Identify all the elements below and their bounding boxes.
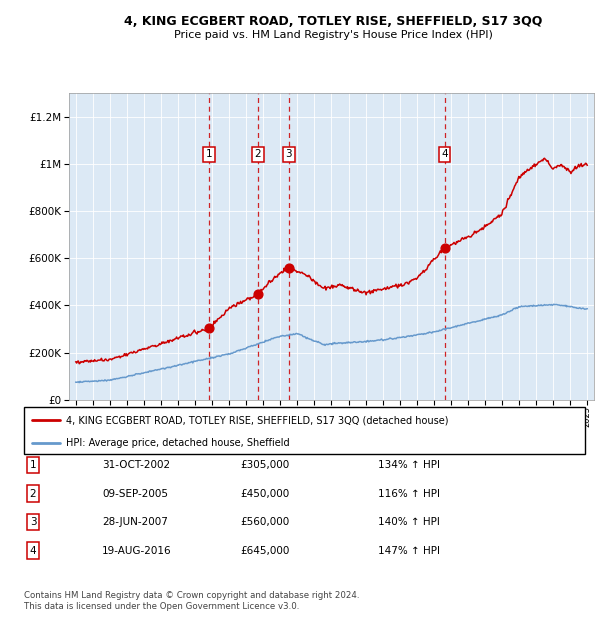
Point	[284, 263, 293, 273]
Text: 1: 1	[206, 149, 212, 159]
Text: 28-JUN-2007: 28-JUN-2007	[102, 517, 168, 527]
Text: £560,000: £560,000	[240, 517, 289, 527]
Text: HPI: Average price, detached house, Sheffield: HPI: Average price, detached house, Shef…	[66, 438, 290, 448]
Text: 4: 4	[29, 546, 37, 556]
Point	[205, 323, 214, 333]
Text: 09-SEP-2005: 09-SEP-2005	[102, 489, 168, 498]
Text: 4, KING ECGBERT ROAD, TOTLEY RISE, SHEFFIELD, S17 3QQ: 4, KING ECGBERT ROAD, TOTLEY RISE, SHEFF…	[124, 16, 542, 28]
Text: £305,000: £305,000	[240, 460, 289, 470]
Text: Price paid vs. HM Land Registry's House Price Index (HPI): Price paid vs. HM Land Registry's House …	[173, 30, 493, 40]
Text: 3: 3	[286, 149, 292, 159]
Text: 134% ↑ HPI: 134% ↑ HPI	[378, 460, 440, 470]
Point	[440, 242, 449, 252]
Text: £645,000: £645,000	[240, 546, 289, 556]
Text: 2: 2	[255, 149, 262, 159]
Text: 3: 3	[29, 517, 37, 527]
Text: Contains HM Land Registry data © Crown copyright and database right 2024.: Contains HM Land Registry data © Crown c…	[24, 591, 359, 600]
Text: 140% ↑ HPI: 140% ↑ HPI	[378, 517, 440, 527]
Text: 31-OCT-2002: 31-OCT-2002	[102, 460, 170, 470]
Text: 4, KING ECGBERT ROAD, TOTLEY RISE, SHEFFIELD, S17 3QQ (detached house): 4, KING ECGBERT ROAD, TOTLEY RISE, SHEFF…	[66, 415, 449, 425]
Point	[253, 289, 263, 299]
Text: 4: 4	[441, 149, 448, 159]
Text: 2: 2	[29, 489, 37, 498]
Text: £450,000: £450,000	[240, 489, 289, 498]
Text: 1: 1	[29, 460, 37, 470]
Text: This data is licensed under the Open Government Licence v3.0.: This data is licensed under the Open Gov…	[24, 602, 299, 611]
Text: 116% ↑ HPI: 116% ↑ HPI	[378, 489, 440, 498]
Text: 147% ↑ HPI: 147% ↑ HPI	[378, 546, 440, 556]
FancyBboxPatch shape	[24, 407, 585, 454]
Text: 19-AUG-2016: 19-AUG-2016	[102, 546, 172, 556]
